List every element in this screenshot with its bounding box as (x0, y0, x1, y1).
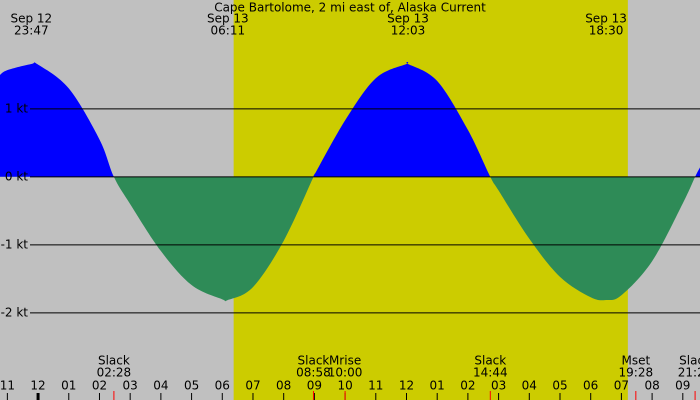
x-tick-label: 02 (92, 379, 107, 393)
event-name: Slack (679, 354, 700, 368)
x-tick-label: 03 (491, 379, 506, 393)
x-tick-label: 09 (675, 379, 690, 393)
x-tick-label: 08 (276, 379, 291, 393)
event-name: Slack (98, 354, 130, 368)
y-tick-label: -2 kt (1, 305, 29, 319)
x-tick-label: 08 (644, 379, 659, 393)
extreme-time: 12:03 (391, 24, 426, 38)
extreme-date: Sep 13 (387, 12, 429, 26)
x-tick-label: 01 (61, 379, 76, 393)
x-tick-label: 10 (337, 379, 352, 393)
x-tick-label: 12 (30, 379, 45, 393)
x-tick-label: 02 (460, 379, 475, 393)
x-tick-label: 11 (368, 379, 383, 393)
event-time: 21:24 (678, 366, 700, 380)
x-tick-label: 06 (583, 379, 598, 393)
extreme-date: Sep 13 (207, 12, 249, 26)
extreme-time: 18:30 (589, 24, 624, 38)
x-tick-label: 11 (0, 379, 15, 393)
extreme-date: Sep 12 (10, 12, 52, 26)
x-tick-label: 09 (307, 379, 322, 393)
event-name: Mrise (329, 354, 361, 368)
x-tick-label: 07 (614, 379, 629, 393)
y-tick-label: -1 kt (1, 237, 29, 251)
y-tick-label: 0 kt (5, 169, 28, 183)
event-time: 02:28 (97, 366, 132, 380)
event-time: 10:00 (328, 366, 363, 380)
event-time: 14:44 (473, 366, 508, 380)
x-tick-label: 01 (430, 379, 445, 393)
event-name: Mset (621, 354, 650, 368)
x-tick-label: 12 (399, 379, 414, 393)
extreme-date: Sep 13 (585, 12, 627, 26)
x-tick-label: 04 (153, 379, 168, 393)
event-time: 19:28 (619, 366, 654, 380)
event-time: 08:58 (296, 366, 331, 380)
x-tick-label: 03 (123, 379, 138, 393)
x-tick-label: 06 (215, 379, 230, 393)
extreme-time: 06:11 (211, 24, 246, 38)
x-tick-label: 05 (184, 379, 199, 393)
x-tick-label: 05 (552, 379, 567, 393)
x-tick-label: 04 (522, 379, 537, 393)
event-name: Slack (298, 354, 330, 368)
ebb-area (0, 176, 700, 302)
event-name: Slack (474, 354, 506, 368)
y-tick-label: 1 kt (5, 101, 28, 115)
chart-title: Cape Bartolome, 2 mi east of, Alaska Cur… (214, 1, 486, 15)
extreme-time: 23:47 (14, 24, 49, 38)
x-tick-label: 07 (245, 379, 260, 393)
flood-area (0, 61, 700, 177)
